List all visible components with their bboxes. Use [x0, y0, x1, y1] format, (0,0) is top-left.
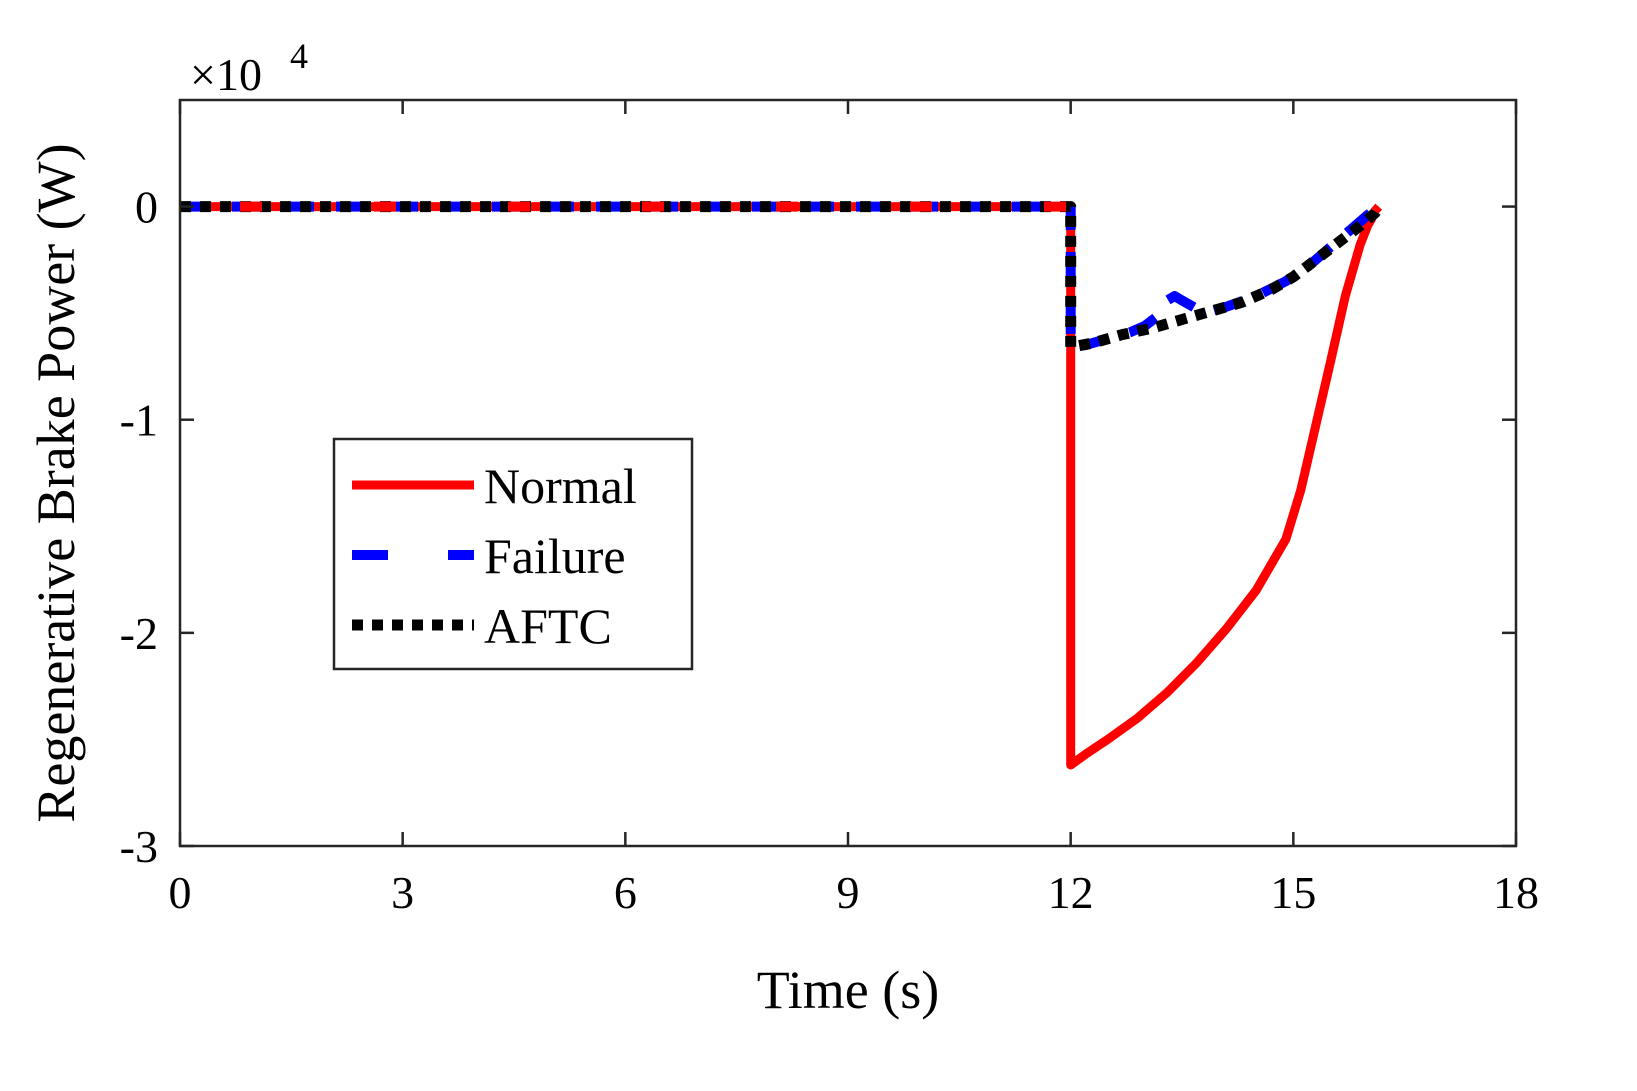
- x-tick-label: 3: [391, 867, 414, 918]
- x-tick-label: 6: [614, 867, 637, 918]
- series-line-normal: [180, 202, 1383, 770]
- legend-box: [332, 437, 694, 671]
- x-tick-label: 18: [1493, 867, 1539, 918]
- y-axis-multiplier-exponent: 4: [290, 36, 308, 76]
- y-tick-label: -2: [120, 608, 158, 659]
- legend-label-failure: Failure: [484, 528, 626, 584]
- legend: Normal Failure AFTC: [332, 437, 694, 671]
- plot-area: 0 3 6 9 12 15 18 0 -1 -2 -3: [120, 98, 1539, 918]
- legend-label-aftc: AFTC: [484, 598, 612, 654]
- y-axis-multiplier: ×10: [190, 49, 262, 100]
- y-axis-label: Regenerative Brake Power (W): [26, 143, 86, 822]
- x-tick-label: 0: [169, 867, 192, 918]
- y-tick-label: 0: [135, 182, 158, 233]
- series-layer: [180, 201, 1384, 770]
- legend-label-normal: Normal: [484, 458, 637, 514]
- x-tick-label: 15: [1270, 867, 1316, 918]
- x-axis-label: Time (s): [757, 960, 940, 1020]
- x-tick-label: 12: [1048, 867, 1094, 918]
- series-line-aftc: [180, 201, 1384, 353]
- x-tick-label: 9: [837, 867, 860, 918]
- y-tick-label: -1: [120, 395, 158, 446]
- y-tick-label: -3: [120, 821, 158, 872]
- ticks-layer: 0 3 6 9 12 15 18 0 -1 -2 -3: [120, 100, 1539, 918]
